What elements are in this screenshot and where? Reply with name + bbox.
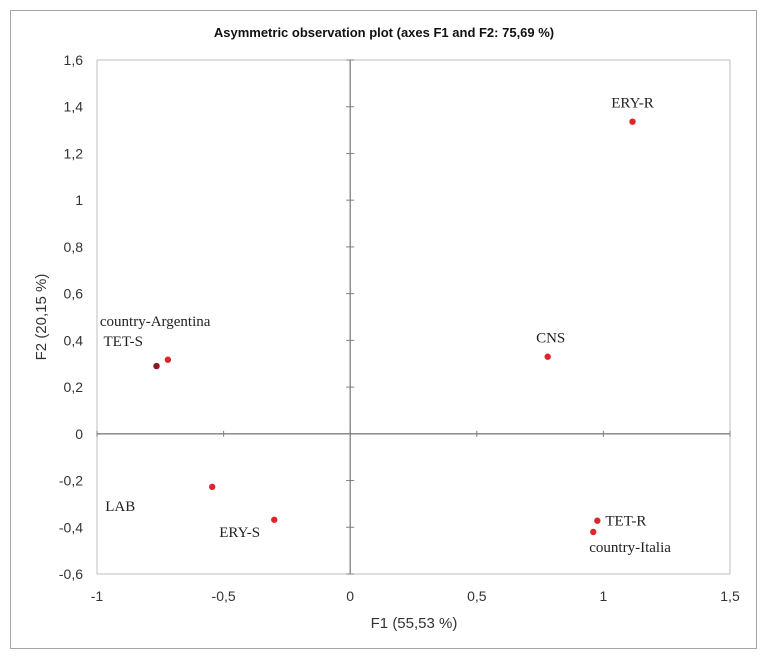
y-tick-label: -0,4 — [59, 519, 83, 535]
x-tick-label: -1 — [91, 588, 104, 604]
data-point — [544, 353, 551, 360]
data-point — [153, 362, 160, 370]
y-tick-label: 0,8 — [64, 239, 84, 255]
y-tick-label: 0 — [75, 426, 83, 442]
y-tick-label: 0,2 — [64, 379, 84, 395]
y-tick-label: 0,4 — [64, 332, 84, 348]
y-tick-label: 1,4 — [64, 99, 84, 115]
data-point — [594, 517, 601, 524]
x-tick-label: -0,5 — [212, 588, 236, 604]
data-point — [629, 118, 636, 125]
x-tick-label: 1,5 — [720, 588, 740, 604]
y-tick-label: 1 — [75, 192, 83, 208]
data-point — [590, 528, 597, 536]
y-axis-label: F2 (20,15 %) — [33, 274, 50, 361]
point-label: country-Italia — [589, 540, 671, 556]
point-label: TET-R — [605, 514, 646, 530]
data-point — [271, 516, 278, 523]
chart-title: Asymmetric observation plot (axes F1 and… — [214, 25, 554, 40]
y-tick-label: 1,2 — [64, 145, 84, 161]
point-label: CNS — [536, 331, 565, 347]
point-label: LAB — [105, 499, 135, 515]
x-tick-label: 0,5 — [467, 588, 487, 604]
y-tick-label: -0,6 — [59, 566, 83, 582]
x-axis-label: F1 (55,53 %) — [371, 615, 458, 632]
data-point — [209, 483, 216, 491]
chart-frame — [10, 10, 757, 649]
y-tick-label: -0,2 — [59, 473, 83, 489]
x-tick-label: 0 — [346, 588, 354, 604]
y-tick-label: 1,6 — [64, 52, 84, 68]
point-label: TET-S — [104, 334, 143, 350]
data-point — [164, 356, 172, 363]
point-label: ERY-R — [611, 96, 654, 112]
x-tick-label: 1 — [600, 588, 608, 604]
point-label: ERY-S — [219, 525, 260, 541]
y-tick-label: 0,6 — [64, 286, 84, 302]
point-label: country-Argentina — [100, 314, 211, 330]
